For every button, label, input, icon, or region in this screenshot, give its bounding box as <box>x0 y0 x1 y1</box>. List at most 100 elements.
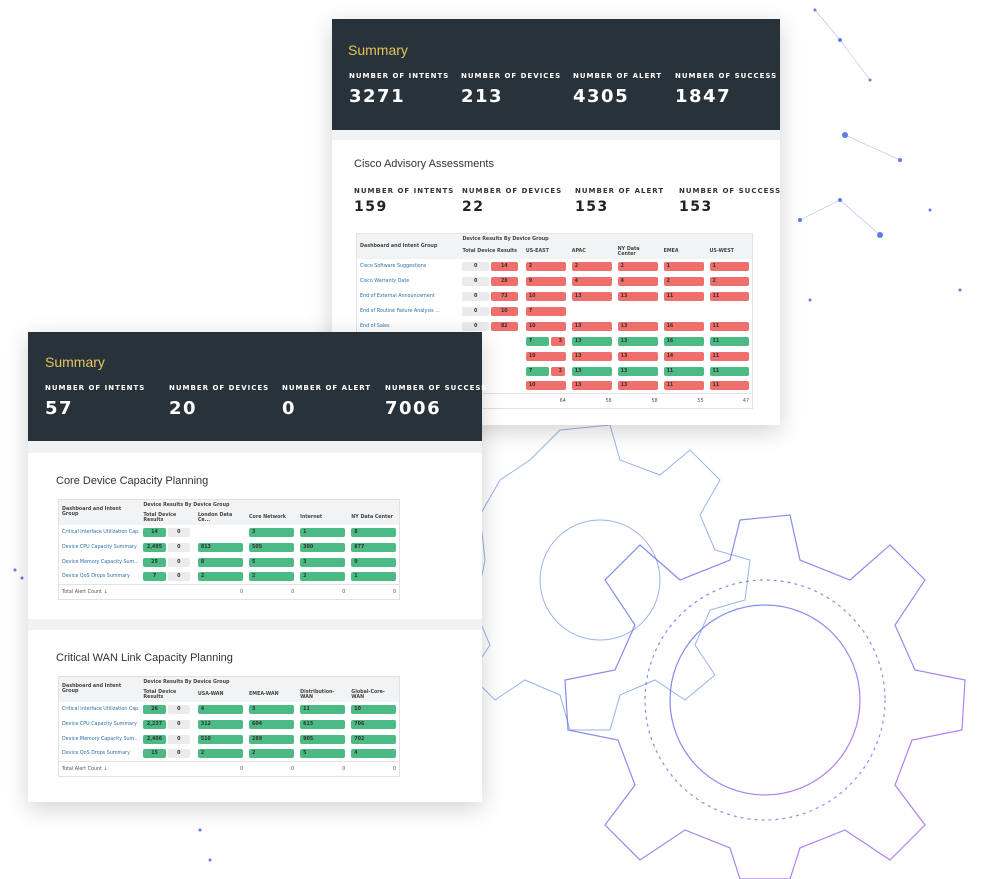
alert-pill[interactable]: 13 <box>617 351 658 361</box>
total-count-pill[interactable]: 0 <box>462 261 489 271</box>
success-pill[interactable]: 11 <box>300 704 346 714</box>
total-alert-pill[interactable]: 0 <box>167 704 190 714</box>
success-pill[interactable]: 2 <box>249 749 295 759</box>
success-pill[interactable]: 3 <box>300 557 346 567</box>
intent-group-link[interactable]: Device Memory Capacity Sum... <box>62 736 139 742</box>
intent-group-link[interactable]: Device CPU Capacity Summary <box>62 721 137 727</box>
success-pill[interactable]: 8 <box>197 557 244 567</box>
success-pill[interactable]: 604 <box>249 719 295 729</box>
success-pill[interactable]: 1 <box>300 527 346 537</box>
total-alert-pill[interactable]: 0 <box>167 572 190 582</box>
column-header[interactable]: APAC <box>568 244 615 259</box>
success-pill[interactable]: 300 <box>300 542 346 552</box>
total-count-pill[interactable]: 15 <box>143 749 166 759</box>
column-header[interactable]: US-EAST <box>522 244 569 259</box>
total-count-pill[interactable]: 0 <box>462 291 489 301</box>
intent-group-link[interactable]: Cisco Warranty Date <box>360 278 410 284</box>
success-pill[interactable]: 2 <box>300 572 346 582</box>
success-pill[interactable]: 4 <box>197 704 244 714</box>
alert-pill[interactable]: 11 <box>709 381 749 391</box>
intent-group-link[interactable]: Device CPU Capacity Summary <box>62 544 137 550</box>
success-pill[interactable]: 2 <box>249 572 295 582</box>
success-pill[interactable]: 615 <box>300 719 346 729</box>
column-header[interactable]: NY Data Center <box>614 244 661 259</box>
alert-pill[interactable]: 2 <box>663 276 704 286</box>
total-count-pill[interactable]: 0 <box>462 321 489 331</box>
alert-pill[interactable]: 11 <box>663 381 704 391</box>
alert-pill[interactable]: 13 <box>571 291 612 301</box>
intent-group-link[interactable]: End of Routine Failure Analysis ... <box>360 308 440 314</box>
footer-label[interactable]: Total Alert Count ↓ <box>58 584 141 600</box>
success-pill[interactable]: 13 <box>571 336 612 346</box>
alert-pill[interactable]: 4 <box>571 276 612 286</box>
success-pill[interactable]: 13 <box>617 336 658 346</box>
alert-pill[interactable]: 10 <box>525 291 566 301</box>
alert-pill[interactable]: 13 <box>571 351 612 361</box>
success-pill[interactable]: 510 <box>197 734 244 744</box>
total-count-pill[interactable]: 14 <box>143 527 166 537</box>
alert-pill[interactable]: 10 <box>525 321 566 331</box>
success-pill[interactable]: 1 <box>351 572 396 582</box>
success-pill[interactable]: 13 <box>617 366 658 376</box>
success-pill[interactable]: 16 <box>663 336 704 346</box>
success-pill[interactable]: 813 <box>197 542 244 552</box>
success-pill[interactable]: 3 <box>249 704 295 714</box>
intent-group-link[interactable]: Device QoS Drops Summary <box>62 751 130 757</box>
success-pill[interactable]: 5 <box>300 749 346 759</box>
alert-pill[interactable]: 7 <box>525 306 566 316</box>
alert-pill[interactable]: 2 <box>525 261 566 271</box>
success-pill[interactable]: 10 <box>351 704 396 714</box>
success-pill[interactable]: 3 <box>249 527 295 537</box>
column-header[interactable]: Total Device Results <box>140 687 195 702</box>
column-header[interactable]: London Data Ce... <box>194 510 247 525</box>
alert-pill[interactable]: 3 <box>550 366 565 376</box>
total-alert-pill[interactable]: 14 <box>491 261 518 271</box>
success-pill[interactable]: 877 <box>351 542 396 552</box>
success-pill[interactable]: 5 <box>249 557 295 567</box>
success-pill[interactable]: 4 <box>351 749 396 759</box>
column-header[interactable]: Core Network <box>246 510 298 525</box>
column-header[interactable]: Global-Core-WAN <box>348 687 400 702</box>
alert-pill[interactable]: 13 <box>617 291 658 301</box>
column-header[interactable]: EMEA-WAN <box>246 687 298 702</box>
success-pill[interactable]: 11 <box>709 366 749 376</box>
intent-group-link[interactable]: End of Sales <box>360 323 390 329</box>
alert-pill[interactable]: 14 <box>663 351 704 361</box>
success-pill[interactable]: 706 <box>351 719 396 729</box>
alert-pill[interactable]: 13 <box>617 381 658 391</box>
total-count-pill[interactable]: 2,495 <box>143 542 166 552</box>
alert-pill[interactable]: 2 <box>571 261 612 271</box>
success-pill[interactable]: 905 <box>300 734 346 744</box>
column-header[interactable]: Total Device Results <box>459 244 523 259</box>
success-pill[interactable]: 7 <box>525 366 549 376</box>
alert-pill[interactable]: 13 <box>571 381 612 391</box>
total-alert-pill[interactable]: 10 <box>491 306 518 316</box>
total-alert-pill[interactable]: 0 <box>167 749 190 759</box>
success-pill[interactable]: 11 <box>709 336 749 346</box>
column-header[interactable]: Distribution-WAN <box>297 687 349 702</box>
intent-group-link[interactable]: Critical Interface Utilization Cap... <box>62 706 141 712</box>
alert-pill[interactable]: 11 <box>709 291 749 301</box>
success-pill[interactable]: 702 <box>351 734 396 744</box>
total-alert-pill[interactable]: 28 <box>491 276 518 286</box>
success-pill[interactable]: 505 <box>249 542 295 552</box>
success-pill[interactable]: 2 <box>197 749 244 759</box>
alert-pill[interactable]: 11 <box>709 351 749 361</box>
success-pill[interactable]: 9 <box>351 557 396 567</box>
column-header[interactable]: USA-WAN <box>194 687 247 702</box>
intent-group-link[interactable]: End of External Announcement <box>360 293 435 299</box>
intent-group-link[interactable]: Device QoS Drops Summary <box>62 574 130 580</box>
column-header[interactable]: EMEA <box>660 244 707 259</box>
total-count-pill[interactable]: 2,237 <box>143 719 166 729</box>
footer-label[interactable]: Total Alert Count ↓ <box>58 761 141 777</box>
alert-pill[interactable]: 9 <box>525 276 566 286</box>
total-count-pill[interactable]: 26 <box>143 704 166 714</box>
success-pill[interactable]: 7 <box>525 336 549 346</box>
total-alert-pill[interactable]: 82 <box>491 321 518 331</box>
alert-pill[interactable]: 1 <box>663 261 704 271</box>
total-alert-pill[interactable]: 0 <box>167 719 190 729</box>
success-pill[interactable]: 13 <box>571 366 612 376</box>
column-header[interactable]: US-WEST <box>706 244 753 259</box>
alert-pill[interactable]: 4 <box>617 276 658 286</box>
total-count-pill[interactable]: 25 <box>143 557 166 567</box>
